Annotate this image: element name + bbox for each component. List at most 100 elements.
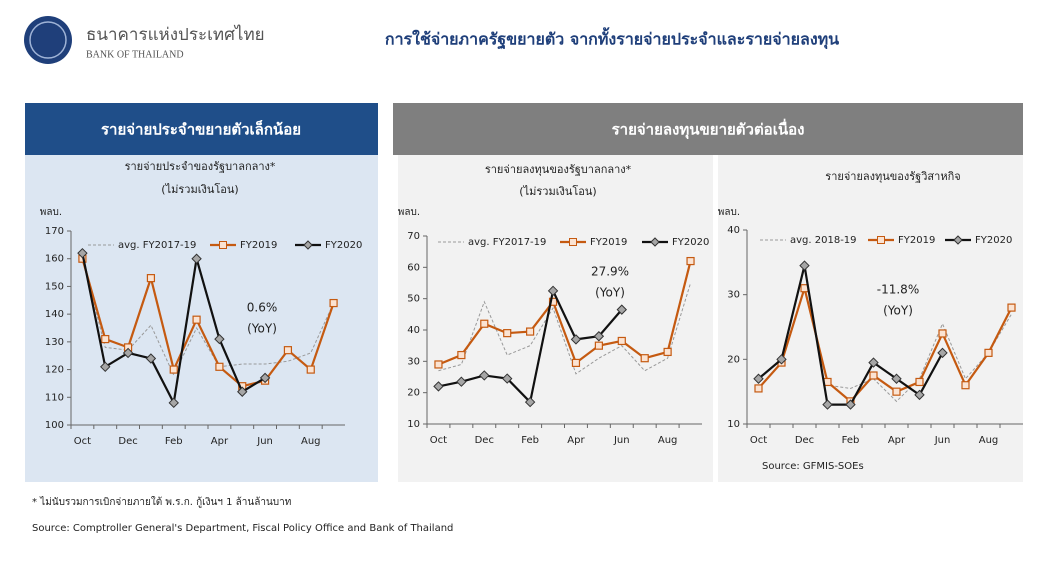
y-tick-label: 40 bbox=[407, 325, 420, 336]
marker bbox=[845, 399, 856, 410]
footnote: * ไม่นับรวมการเบิกจ่ายภายใต้ พ.ร.ก. กู้เ… bbox=[32, 496, 291, 508]
marker bbox=[215, 362, 224, 371]
legend-marker bbox=[650, 237, 660, 247]
chart-source: Source: GFMIS-SOEs bbox=[762, 461, 864, 472]
legend-label: avg. FY2017-19 bbox=[118, 240, 196, 251]
marker bbox=[480, 319, 489, 328]
legend-label: FY2019 bbox=[240, 240, 277, 251]
x-tick-label: Apr bbox=[888, 435, 906, 446]
marker bbox=[329, 298, 338, 308]
marker bbox=[526, 327, 535, 336]
x-tick-label: Jun bbox=[256, 436, 273, 447]
marker bbox=[571, 358, 581, 367]
marker bbox=[570, 334, 582, 345]
x-tick-label: Jun bbox=[934, 435, 951, 446]
marker bbox=[914, 389, 925, 401]
annotation: 0.6% bbox=[247, 301, 278, 315]
marker bbox=[799, 260, 810, 271]
marker bbox=[502, 373, 513, 384]
chart-bg bbox=[718, 155, 1023, 482]
panel-left bbox=[25, 103, 378, 482]
marker bbox=[168, 397, 179, 409]
legend-label: avg. 2018-19 bbox=[790, 235, 857, 246]
series-line bbox=[758, 286, 1012, 403]
y-tick-label: 60 bbox=[407, 262, 420, 273]
y-tick-label: 140 bbox=[45, 309, 64, 320]
marker bbox=[146, 274, 156, 283]
marker bbox=[77, 247, 88, 259]
logo bbox=[24, 16, 72, 64]
x-tick-label: Feb bbox=[165, 436, 183, 447]
legend-marker bbox=[877, 236, 885, 244]
x-tick-label: Aug bbox=[658, 435, 678, 446]
y-axis-label: พลบ. bbox=[718, 207, 740, 218]
legend-marker bbox=[303, 240, 313, 250]
chart-subtitle: (ไม่รวมเงินโอน) bbox=[161, 182, 238, 196]
marker bbox=[1007, 303, 1016, 312]
marker bbox=[616, 304, 627, 315]
marker bbox=[191, 253, 202, 264]
y-tick-label: 110 bbox=[45, 392, 64, 403]
marker bbox=[214, 333, 225, 345]
panel-right-header bbox=[393, 103, 1023, 155]
marker bbox=[169, 365, 178, 374]
marker bbox=[101, 334, 110, 344]
legend-label: FY2020 bbox=[325, 240, 362, 251]
marker bbox=[122, 347, 134, 359]
marker bbox=[548, 297, 558, 306]
marker bbox=[434, 360, 443, 369]
series-line bbox=[757, 284, 1013, 403]
y-tick-label: 30 bbox=[407, 356, 420, 367]
y-axis-label: พลบ. bbox=[398, 207, 420, 218]
legend-label: FY2020 bbox=[975, 235, 1012, 246]
x-tick-label: Oct bbox=[430, 435, 447, 446]
marker bbox=[306, 365, 315, 374]
x-tick-label: Oct bbox=[750, 435, 767, 446]
marker bbox=[937, 347, 948, 359]
legend-label: FY2019 bbox=[590, 237, 627, 248]
y-tick-label: 30 bbox=[727, 290, 740, 301]
source: Source: Comptroller General's Department… bbox=[32, 523, 453, 534]
annotation-note: (YoY) bbox=[883, 304, 913, 318]
marker bbox=[822, 399, 833, 410]
annotation-note: (YoY) bbox=[247, 322, 277, 336]
marker bbox=[283, 346, 293, 355]
marker bbox=[686, 256, 695, 266]
panel-title: รายจ่ายประจำขยายตัวเล็กน้อย bbox=[101, 120, 301, 139]
y-tick-label: 170 bbox=[45, 226, 64, 237]
y-tick-label: 50 bbox=[407, 294, 420, 305]
marker bbox=[259, 372, 271, 384]
marker bbox=[776, 354, 787, 365]
marker bbox=[503, 329, 512, 338]
chart-bg bbox=[398, 155, 713, 482]
marker bbox=[192, 315, 201, 324]
y-tick-label: 150 bbox=[45, 281, 64, 292]
marker bbox=[868, 357, 879, 368]
y-tick-label: 20 bbox=[407, 388, 420, 399]
annotation: -11.8% bbox=[877, 283, 919, 297]
legend-label: FY2019 bbox=[898, 235, 935, 246]
marker bbox=[663, 347, 672, 357]
annotation: 27.9% bbox=[591, 265, 629, 279]
marker bbox=[640, 354, 649, 363]
legend-label: avg. FY2017-19 bbox=[468, 237, 546, 248]
x-tick-label: Oct bbox=[74, 436, 91, 447]
marker bbox=[753, 373, 764, 384]
x-tick-label: Jun bbox=[613, 435, 630, 446]
marker bbox=[456, 376, 467, 387]
marker bbox=[547, 285, 559, 297]
marker bbox=[961, 381, 970, 390]
x-tick-label: Apr bbox=[211, 436, 229, 447]
x-tick-label: Dec bbox=[475, 435, 494, 446]
y-tick-label: 10 bbox=[407, 419, 420, 430]
marker bbox=[524, 396, 536, 408]
marker bbox=[869, 371, 878, 380]
org-thai: ธนาคารแห่งประเทศไทย bbox=[86, 24, 265, 44]
chart-subtitle: (ไม่รวมเงินโอน) bbox=[519, 184, 596, 198]
marker bbox=[891, 373, 902, 384]
legend-marker bbox=[219, 241, 227, 249]
x-tick-label: Aug bbox=[301, 436, 321, 447]
panel-title: รายจ่ายลงทุนขยายตัวต่อเนื่อง bbox=[612, 119, 805, 140]
y-tick-label: 130 bbox=[45, 337, 64, 348]
panel-left-header bbox=[25, 103, 378, 155]
